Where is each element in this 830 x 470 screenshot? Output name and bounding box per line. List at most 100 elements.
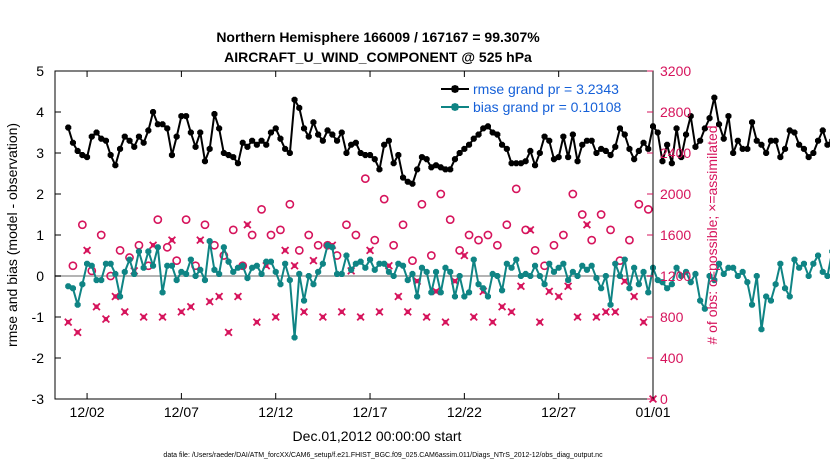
rmse-point [98, 135, 105, 142]
bias-point [782, 285, 789, 292]
bias-point [267, 258, 274, 265]
bias-point [390, 273, 397, 279]
rmse-point [437, 164, 444, 171]
bias-point [777, 260, 784, 267]
obs-assimilated-point [73, 328, 82, 337]
rmse-point [102, 137, 109, 144]
obs-assimilated-point [469, 312, 478, 322]
obs-possible-point [247, 230, 257, 240]
bias-point [484, 293, 491, 300]
obs-assimilated-point [281, 246, 290, 255]
obs-assimilated-dot [339, 309, 344, 315]
rmse-point [725, 113, 732, 120]
obs-assimilated-dot [462, 253, 467, 258]
rmse-point [414, 166, 421, 173]
rmse-point [574, 158, 581, 165]
obs-assimilated-dot [273, 314, 278, 320]
y-left-tick-label: -1 [32, 309, 45, 325]
bias-point [626, 285, 633, 292]
rmse-point [145, 127, 152, 134]
rmse-point [678, 154, 685, 161]
rmse-point [664, 141, 671, 148]
rmse-point [470, 135, 477, 142]
bias-point [673, 264, 680, 271]
bias-point [569, 268, 576, 275]
rmse-point [494, 131, 501, 138]
obs-possible-point [134, 240, 144, 250]
obs-assimilated-point [516, 282, 525, 291]
rmse-point [815, 137, 822, 144]
obs-assimilated-dot [66, 319, 71, 325]
bias-point [546, 260, 553, 267]
bias-point [324, 242, 331, 249]
rmse-point [334, 137, 341, 144]
bias-point [447, 268, 454, 275]
y-right-tick-label: 2400 [660, 145, 691, 161]
bias-point [98, 277, 105, 284]
rmse-point [376, 166, 383, 173]
bias-point [796, 264, 803, 271]
y-left-tick-label: 0 [36, 268, 44, 284]
legend-rmse-marker [451, 85, 459, 93]
bias-point [334, 270, 341, 277]
obs-assimilated-point [526, 225, 535, 234]
bias-point [178, 268, 185, 275]
obs-assimilated-point [196, 236, 205, 245]
obs-assimilated-dot [565, 284, 571, 289]
rmse-point [258, 137, 265, 144]
bias-point [65, 283, 72, 290]
bias-point [749, 301, 756, 308]
rmse-point [560, 133, 567, 140]
rmse-point [565, 154, 572, 161]
obs-possible-point [313, 240, 323, 250]
bias-point [527, 273, 534, 279]
bias-point [225, 258, 232, 265]
obs-possible-point [492, 240, 502, 250]
bias-point [550, 268, 557, 275]
rmse-point [150, 109, 157, 115]
bias-point [173, 277, 180, 284]
x-tick-label: 12/17 [353, 404, 388, 420]
bias-point [767, 297, 774, 304]
rmse-point [348, 141, 355, 148]
rmse-point [131, 143, 138, 150]
bias-point [126, 256, 133, 263]
obs-possible-point [389, 240, 399, 250]
rmse-point [706, 115, 713, 122]
obs-possible-point [577, 210, 587, 219]
rmse-point [668, 160, 675, 167]
obs-assimilated-point [394, 292, 403, 301]
obs-assimilated-dot [443, 319, 448, 325]
obs-assimilated-point [215, 292, 224, 301]
x-tick-label: 12/02 [70, 404, 105, 420]
obs-possible-point [408, 256, 417, 266]
obs-possible-point [276, 225, 285, 235]
obs-possible-point [455, 245, 465, 255]
bias-point [513, 256, 520, 263]
rmse-point [782, 145, 789, 152]
bias-point [711, 277, 718, 284]
bias-point [154, 244, 161, 251]
obs-assimilated-dot [188, 304, 194, 309]
obs-assimilated-dot [179, 309, 184, 315]
obs-possible-point [228, 225, 238, 235]
bias-point [135, 248, 142, 255]
bias-point [107, 260, 114, 267]
obs-possible-point [266, 230, 276, 240]
bias-point [192, 273, 199, 279]
obs-possible-point [634, 199, 644, 209]
rmse-point [777, 154, 784, 161]
bias-point [598, 285, 605, 292]
rmse-point [522, 158, 529, 165]
obs-assimilated-dot [320, 314, 326, 320]
bias-point [758, 326, 765, 333]
obs-assimilated-point [375, 307, 384, 316]
bias-point [277, 281, 284, 288]
bias-point [301, 297, 308, 304]
x-tick-label: 01/01 [635, 404, 670, 420]
obs-assimilated-point [243, 220, 252, 229]
bias-point [117, 293, 124, 300]
legend-bias-marker [451, 103, 459, 111]
rmse-point [588, 137, 595, 144]
bias-point [418, 264, 425, 271]
